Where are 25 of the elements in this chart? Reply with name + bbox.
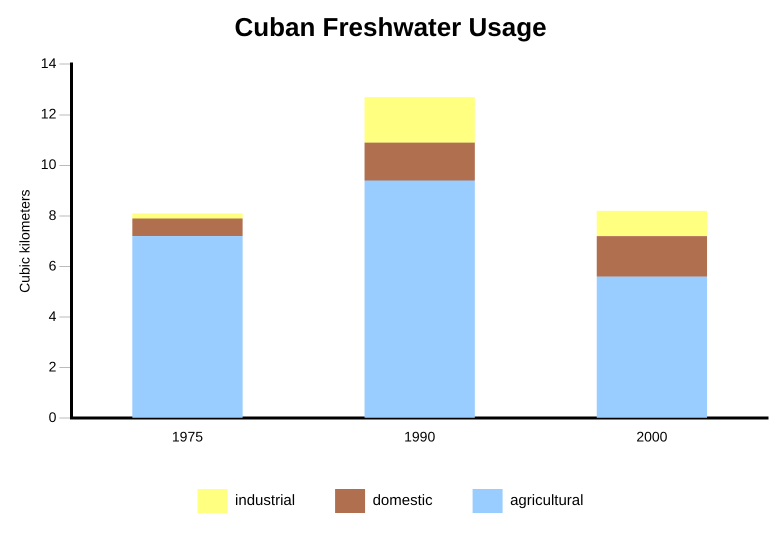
x-tick-label: 1975 (172, 428, 204, 444)
bar (132, 218, 243, 236)
bar (132, 236, 243, 418)
y-tick-label: 4 (48, 308, 57, 324)
bar (596, 276, 708, 418)
y-tick-label: 8 (48, 206, 57, 223)
bar (132, 213, 243, 218)
y-tick-label: 14 (40, 55, 57, 72)
bar (364, 180, 475, 418)
y-tick-label: 12 (40, 106, 57, 122)
x-tick-label: 1990 (404, 428, 436, 444)
bar (364, 97, 475, 143)
legend-label: domestic (372, 492, 434, 510)
y-tick-label: 10 (40, 156, 57, 172)
bar (596, 236, 708, 277)
legend-label: industrial (235, 492, 296, 510)
legend-label: agricultural (510, 492, 584, 510)
chart-title: Cuban Freshwater Usage (234, 12, 547, 42)
bar (364, 142, 475, 181)
x-tick-label: 2000 (636, 428, 668, 444)
y-tick-label: 2 (48, 358, 57, 374)
y-axis-title: Cubic kilometers (16, 189, 32, 293)
y-tick-label: 0 (48, 409, 57, 426)
y-tick-label: 6 (48, 257, 57, 274)
bar (596, 210, 708, 236)
